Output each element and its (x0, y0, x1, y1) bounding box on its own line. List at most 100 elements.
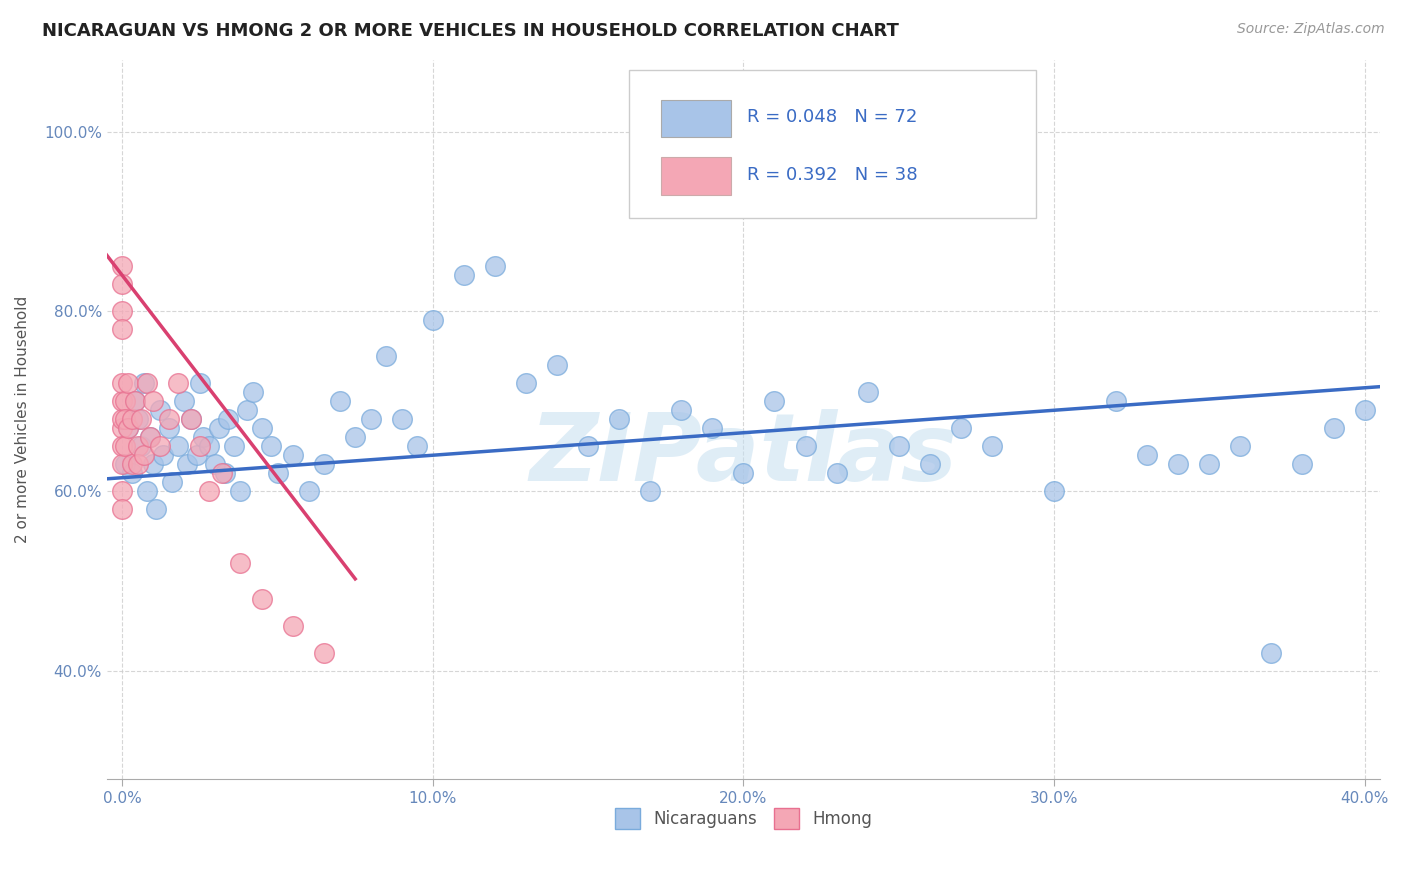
Point (235, 403, 257, 417)
Point (198, 484, 221, 499)
Point (217, 412, 239, 426)
Point (142, 394, 165, 409)
FancyBboxPatch shape (628, 70, 1036, 218)
Point (121, 457, 143, 471)
Point (136, 376, 159, 391)
Point (1260, 646, 1282, 660)
Point (1198, 457, 1220, 471)
Point (111, 260, 134, 274)
Point (329, 394, 352, 409)
Point (360, 412, 382, 426)
Point (406, 439, 429, 453)
Point (250, 421, 273, 435)
Point (198, 439, 221, 453)
Point (148, 439, 170, 453)
Point (160, 475, 183, 490)
Point (242, 385, 264, 400)
Point (176, 457, 198, 471)
Point (763, 394, 786, 409)
Point (117, 421, 139, 435)
Point (515, 376, 537, 391)
Point (127, 457, 149, 471)
Point (1354, 403, 1376, 417)
Point (1322, 421, 1344, 435)
Point (157, 412, 180, 426)
Point (298, 484, 321, 499)
Point (638, 484, 661, 499)
Point (173, 394, 195, 409)
Point (733, 467, 755, 481)
Point (918, 457, 941, 471)
Point (188, 376, 211, 391)
Point (180, 412, 202, 426)
Point (114, 412, 136, 426)
Point (111, 304, 134, 318)
Point (124, 394, 146, 409)
Point (422, 313, 444, 327)
Point (188, 439, 211, 453)
Point (111, 484, 134, 499)
Point (111, 439, 134, 453)
Point (314, 646, 336, 660)
Point (314, 457, 336, 471)
Point (191, 430, 214, 444)
Point (204, 457, 226, 471)
Point (132, 448, 155, 462)
Point (825, 467, 848, 481)
Point (702, 421, 724, 435)
Point (453, 268, 475, 283)
Point (145, 502, 167, 516)
Y-axis label: 2 or more Vehicles in Household: 2 or more Vehicles in Household (15, 295, 30, 543)
Point (980, 439, 1002, 453)
Point (1167, 457, 1189, 471)
Point (207, 421, 229, 435)
Point (111, 502, 134, 516)
Point (794, 439, 817, 453)
Point (129, 439, 152, 453)
Point (152, 448, 174, 462)
Point (344, 430, 367, 444)
FancyBboxPatch shape (661, 100, 731, 137)
Point (391, 412, 413, 426)
Point (1043, 484, 1066, 499)
Point (887, 439, 910, 453)
Point (148, 403, 170, 417)
Point (157, 421, 180, 435)
Point (129, 412, 152, 426)
Point (117, 376, 139, 391)
Point (1291, 457, 1313, 471)
Point (484, 260, 506, 274)
Text: NICARAGUAN VS HMONG 2 OR MORE VEHICLES IN HOUSEHOLD CORRELATION CHART: NICARAGUAN VS HMONG 2 OR MORE VEHICLES I… (42, 22, 898, 40)
Point (1229, 439, 1251, 453)
Point (111, 412, 134, 426)
Point (229, 484, 252, 499)
Point (1136, 448, 1159, 462)
Point (281, 619, 304, 633)
Point (576, 439, 599, 453)
Point (214, 467, 236, 481)
Point (139, 430, 162, 444)
Point (167, 376, 190, 391)
Point (375, 349, 398, 363)
Point (180, 412, 202, 426)
Text: R = 0.048   N = 72: R = 0.048 N = 72 (747, 108, 918, 126)
Point (186, 448, 208, 462)
Point (222, 439, 245, 453)
Text: ZIPatlas: ZIPatlas (530, 409, 957, 501)
Point (111, 457, 134, 471)
Point (127, 439, 149, 453)
Point (136, 484, 159, 499)
Text: Source: ZipAtlas.com: Source: ZipAtlas.com (1237, 22, 1385, 37)
Text: R = 0.392   N = 38: R = 0.392 N = 38 (747, 166, 918, 184)
Point (111, 322, 134, 336)
Point (1105, 394, 1128, 409)
Point (124, 394, 146, 409)
Legend: Nicaraguans, Hmong: Nicaraguans, Hmong (609, 802, 879, 835)
Point (671, 403, 693, 417)
Point (546, 359, 568, 373)
Point (266, 467, 288, 481)
Point (121, 467, 143, 481)
Point (111, 376, 134, 391)
Point (607, 412, 630, 426)
Point (250, 592, 273, 607)
